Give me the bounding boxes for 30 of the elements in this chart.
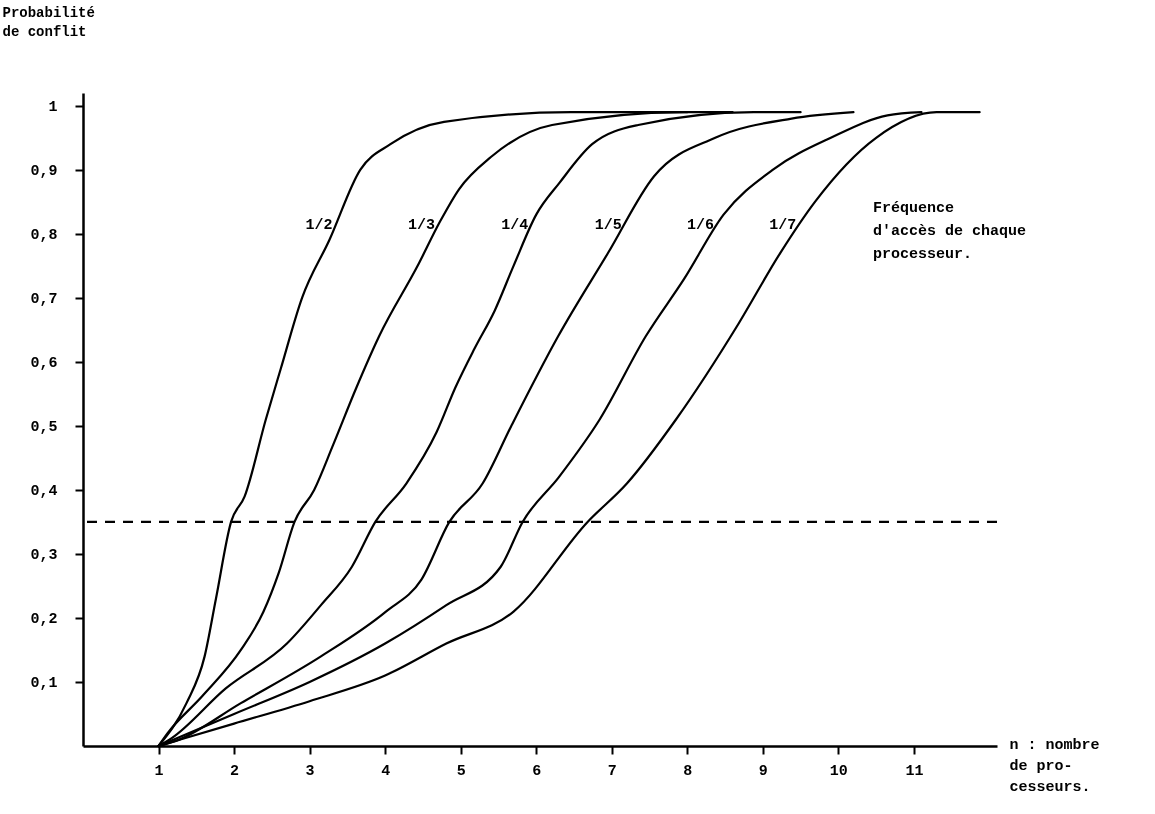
y-tick-label: 0,5 xyxy=(30,419,58,437)
series-label: 1/3 xyxy=(407,216,435,234)
y-tick-label: 0,3 xyxy=(30,547,58,565)
y-tick-label: 0,4 xyxy=(30,483,58,501)
x-tick-label: 3 xyxy=(305,762,315,780)
x-tick-label: 9 xyxy=(758,762,768,780)
y-tick-label: 0,1 xyxy=(30,675,58,693)
series-label: 1/7 xyxy=(769,216,797,234)
y-tick-label: 0,7 xyxy=(30,291,58,309)
x-tick-label: 1 xyxy=(154,762,164,780)
x-tick-label: 8 xyxy=(683,762,693,780)
y-tick-label: 0,8 xyxy=(30,227,58,245)
legend-title: Fréquence d'accès de chaque processeur. xyxy=(873,200,1027,263)
x-tick-label: 10 xyxy=(829,762,848,780)
y-axis-title: Probabilité de conflit xyxy=(2,4,95,40)
y-tick-label: 0,2 xyxy=(30,611,58,629)
series-label: 1/2 xyxy=(305,216,333,234)
x-axis-title: n : nombre de pro- cesseurs. xyxy=(1009,736,1100,796)
y-tick-label: 0,6 xyxy=(30,355,58,373)
x-tick-label: 7 xyxy=(607,762,617,780)
x-tick-label: 4 xyxy=(381,762,391,780)
x-tick-label: 6 xyxy=(532,762,542,780)
x-tick-label: 11 xyxy=(905,762,924,780)
y-tick-label: 1 xyxy=(48,99,58,117)
x-tick-label: 2 xyxy=(230,762,240,780)
series-label: 1/4 xyxy=(501,216,529,234)
series-label: 1/5 xyxy=(594,216,622,234)
y-tick-label: 0,9 xyxy=(30,163,58,181)
x-tick-label: 5 xyxy=(456,762,466,780)
series-label: 1/6 xyxy=(687,216,715,234)
